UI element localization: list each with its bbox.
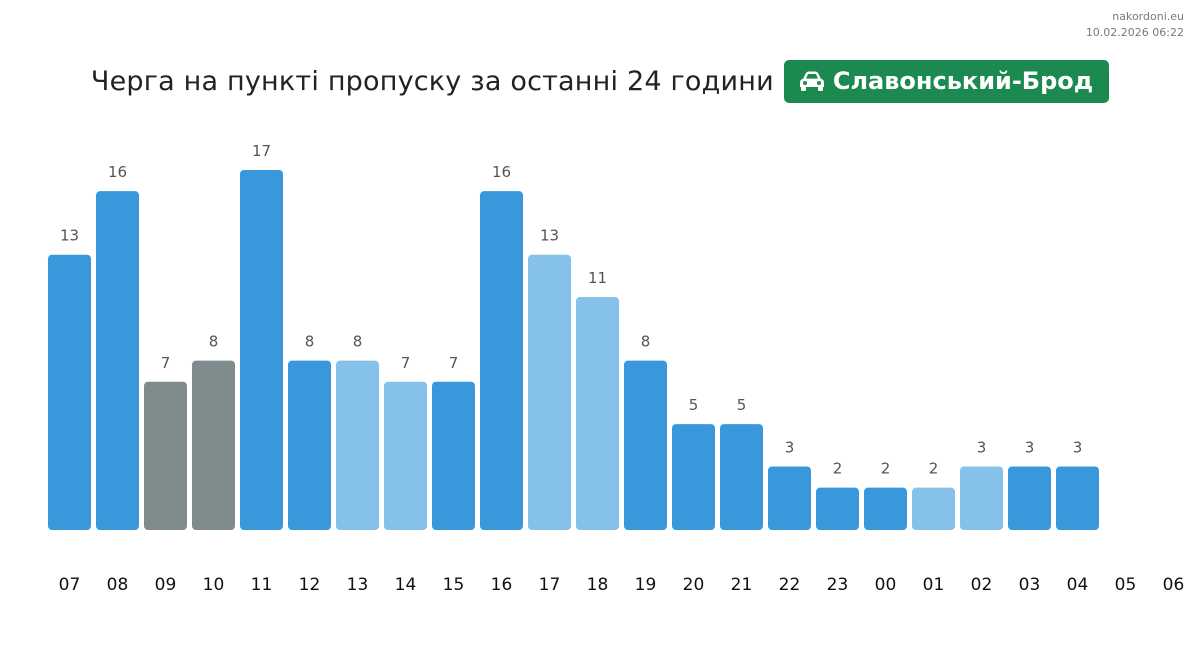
bar-19[interactable] [624,360,667,530]
bar-value-label: 2 [833,460,843,478]
bar-13[interactable] [336,360,379,530]
bar-value-label: 3 [785,438,795,456]
bar-15[interactable] [432,381,475,530]
x-tick-label: 00 [875,575,897,595]
source-info: nakordoni.eu 10.02.2026 06:22 [1086,9,1184,41]
bar-17[interactable] [528,254,571,531]
checkpoint-name: Славонський-Брод [832,67,1094,95]
bar-value-label: 16 [492,163,511,181]
bar-value-label: 8 [305,333,315,351]
bar-value-label: 13 [540,227,559,245]
x-tick-label: 23 [827,575,849,595]
bar-12[interactable] [288,360,331,530]
x-tick-label: 06 [1163,575,1185,595]
x-tick-label: 01 [923,575,945,595]
chart-header: Черга на пункті пропуску за останні 24 г… [0,59,1200,103]
x-tick-label: 20 [683,575,705,595]
bar-value-label: 8 [209,333,219,351]
x-tick-label: 05 [1115,575,1137,595]
bar-00[interactable] [864,487,907,530]
bar-02[interactable] [960,466,1003,530]
bar-23[interactable] [816,487,859,530]
bar-value-label: 7 [401,354,411,372]
x-tick-label: 19 [635,575,657,595]
bar-11[interactable] [240,170,283,530]
x-tick-label: 09 [155,575,177,595]
x-tick-label: 02 [971,575,993,595]
x-tick-label: 22 [779,575,801,595]
x-tick-label: 17 [539,575,561,595]
bar-07[interactable] [48,254,91,531]
bar-14[interactable] [384,381,427,530]
bar-03[interactable] [1008,466,1051,530]
x-tick-label: 16 [491,575,513,595]
bar-value-label: 5 [737,396,747,414]
bar-value-label: 8 [353,333,363,351]
x-tick-label: 08 [107,575,129,595]
x-tick-label: 12 [299,575,321,595]
bar-value-label: 16 [108,163,127,181]
bar-value-label: 5 [689,396,699,414]
bar-22[interactable] [768,466,811,530]
x-tick-label: 18 [587,575,609,595]
car-icon [798,70,826,92]
bar-value-label: 3 [1025,438,1035,456]
x-tick-label: 21 [731,575,753,595]
source-site[interactable]: nakordoni.eu [1112,10,1184,23]
bar-20[interactable] [672,424,715,530]
x-tick-label: 03 [1019,575,1041,595]
bar-04[interactable] [1056,466,1099,530]
bar-value-label: 7 [161,354,171,372]
bar-value-label: 3 [977,438,987,456]
bar-10[interactable] [192,360,235,530]
bar-value-label: 7 [449,354,459,372]
bar-value-label: 17 [252,142,271,160]
bar-value-label: 13 [60,227,79,245]
bar-21[interactable] [720,424,763,530]
bar-08[interactable] [96,191,139,531]
x-tick-label: 14 [395,575,417,595]
x-tick-label: 04 [1067,575,1089,595]
x-tick-label: 07 [59,575,81,595]
bar-value-label: 2 [929,460,939,478]
x-tick-label: 10 [203,575,225,595]
bar-value-label: 2 [881,460,891,478]
source-timestamp: 10.02.2026 06:22 [1085,26,1184,39]
bar-16[interactable] [480,191,523,531]
checkpoint-badge[interactable]: Славонський-Брод [783,59,1110,103]
chart-title: Черга на пункті пропуску за останні 24 г… [90,65,774,97]
bar-18[interactable] [576,297,619,530]
x-tick-label: 13 [347,575,369,595]
bar-value-label: 11 [588,269,607,287]
bar-value-label: 3 [1073,438,1083,456]
x-tick-label: 11 [251,575,273,595]
x-tick-label: 15 [443,575,465,595]
bar-01[interactable] [912,487,955,530]
bar-09[interactable] [144,381,187,530]
bar-value-label: 8 [641,333,651,351]
